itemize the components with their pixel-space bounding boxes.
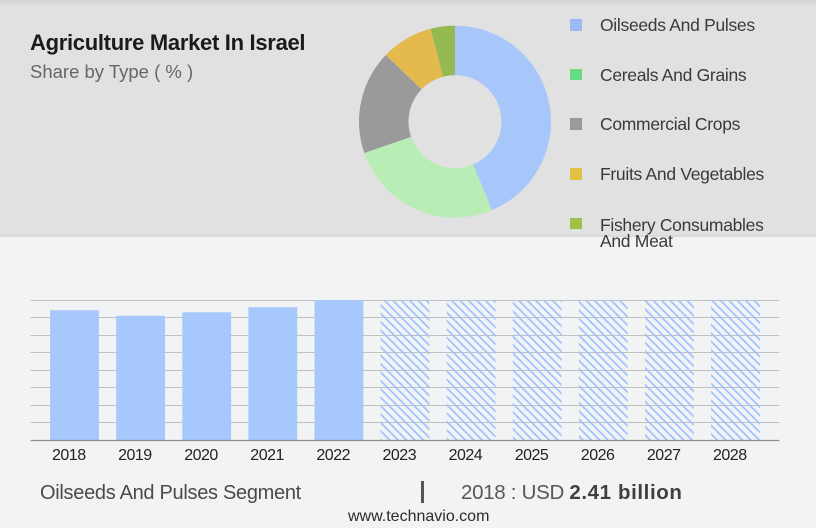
svg-text:2025: 2025: [515, 447, 549, 464]
svg-text:2022: 2022: [316, 447, 350, 464]
svg-text:2028: 2028: [713, 447, 747, 464]
svg-text:2024: 2024: [449, 447, 483, 464]
svg-text:2018: 2018: [52, 447, 86, 464]
svg-text:2021: 2021: [250, 447, 284, 464]
svg-text:2020: 2020: [184, 447, 218, 464]
svg-text:2023: 2023: [383, 447, 417, 464]
svg-text:2027: 2027: [647, 447, 681, 464]
svg-text:2026: 2026: [581, 447, 615, 464]
svg-text:2019: 2019: [118, 447, 152, 464]
